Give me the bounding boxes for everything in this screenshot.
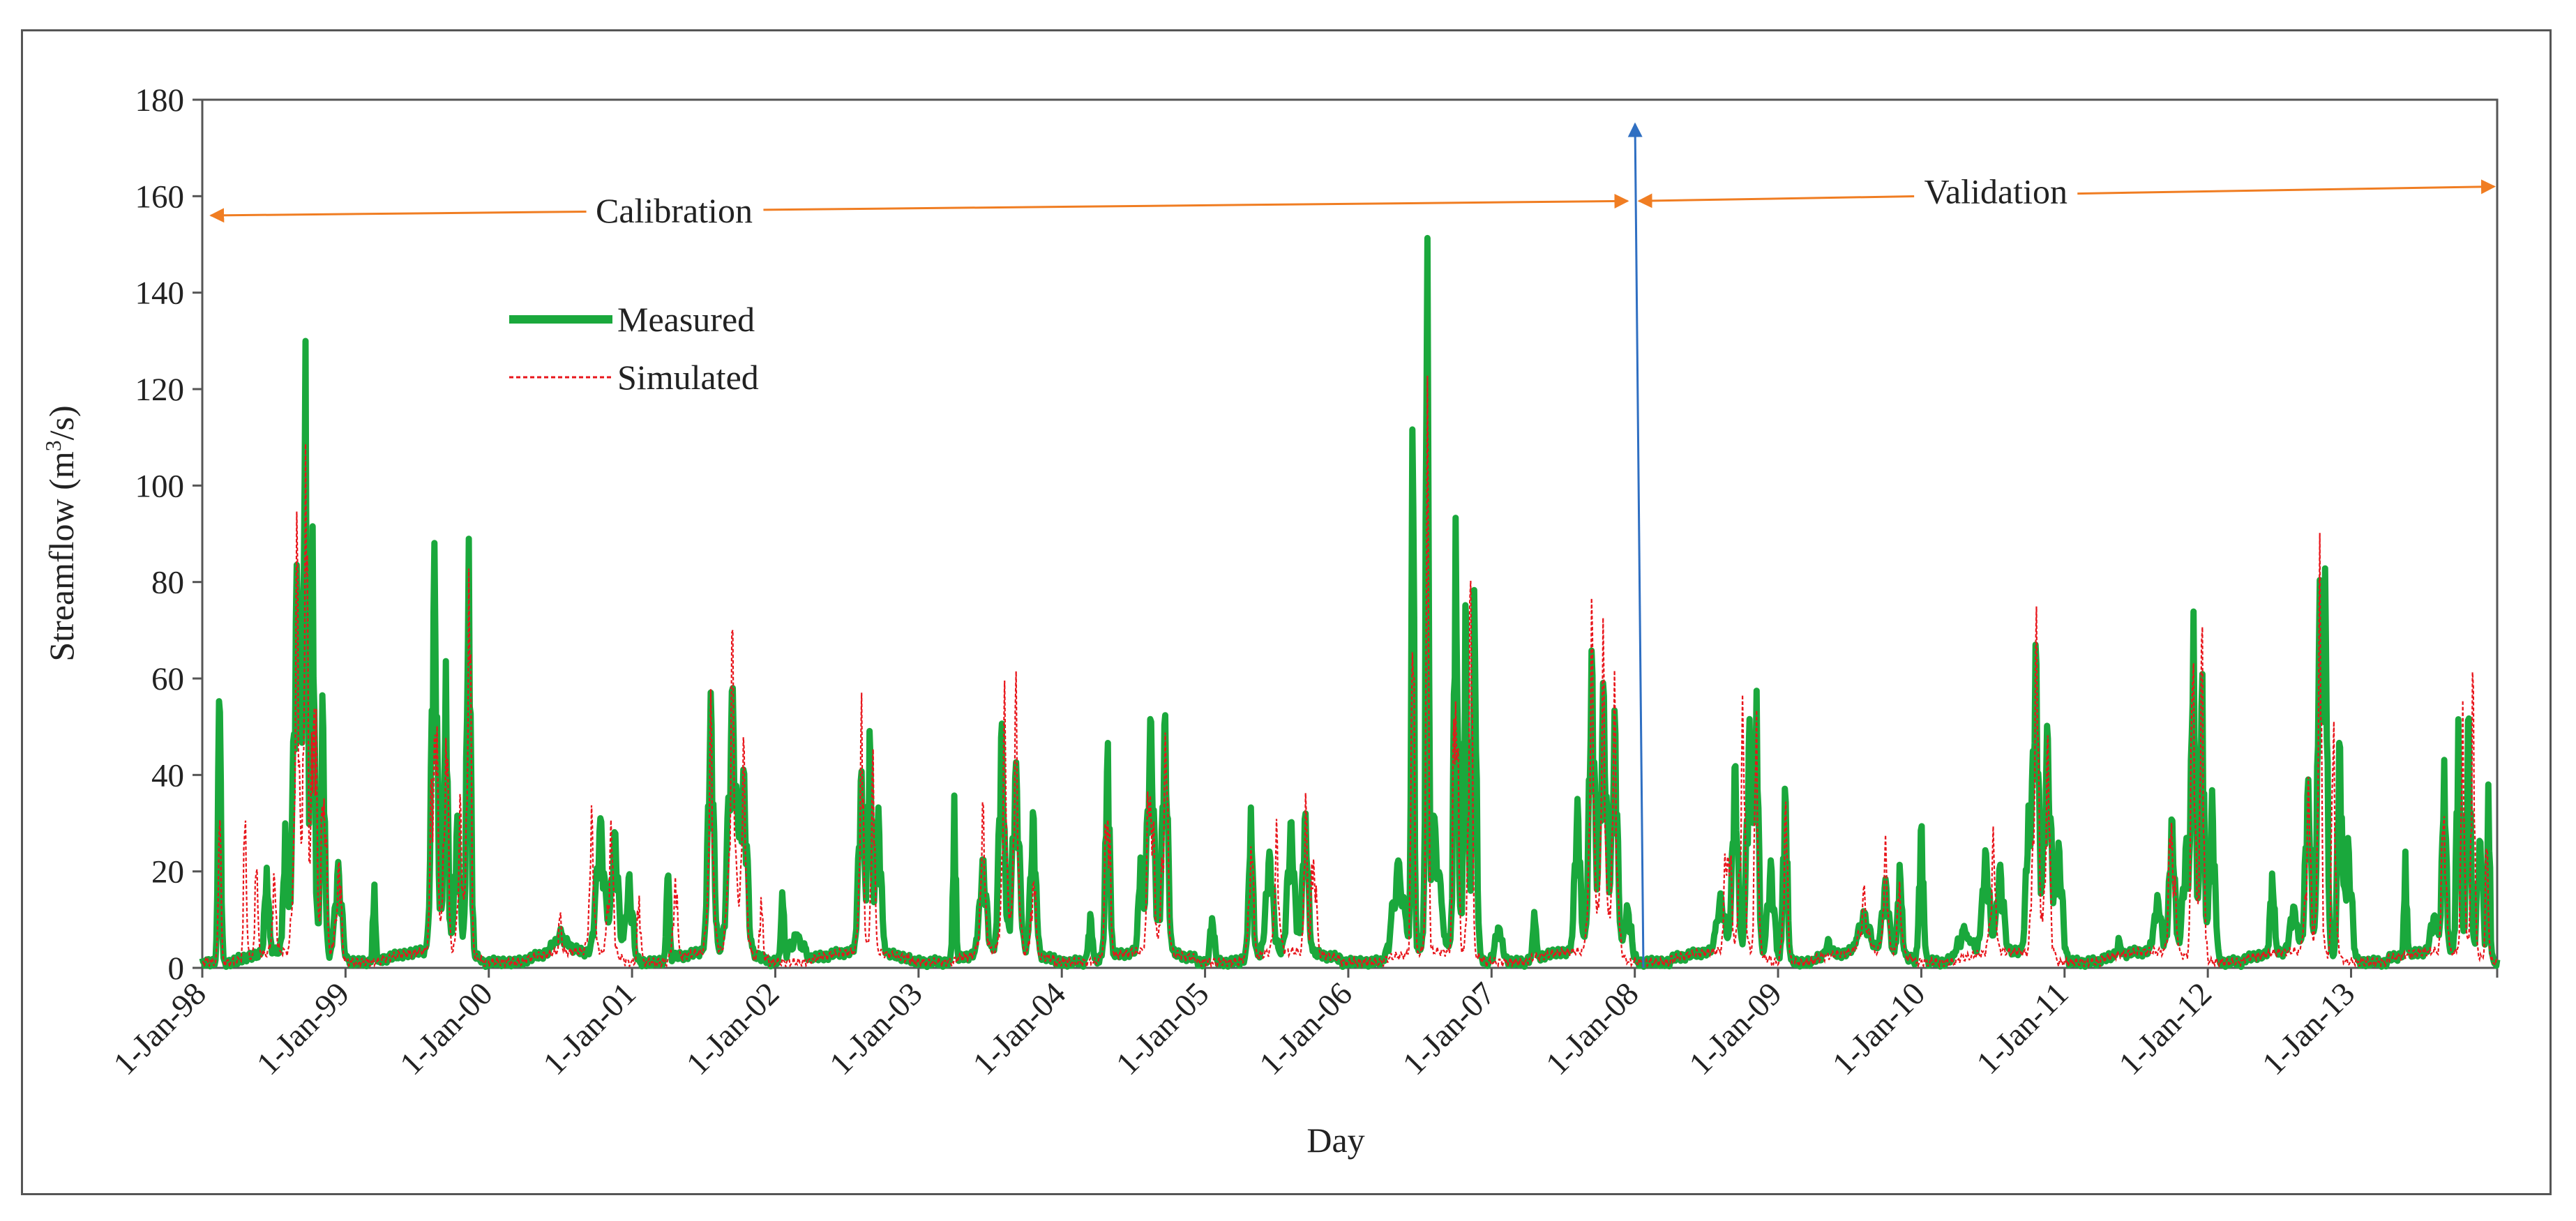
series-simulated-line	[202, 375, 2498, 969]
x-tick-label: 1-Jan-05	[1109, 976, 1216, 1082]
x-tick-label: 1-Jan-09	[1682, 976, 1789, 1082]
validation-arrow-right	[2077, 179, 2496, 195]
x-tick-label: 1-Jan-07	[1396, 976, 1502, 1082]
x-tick-label: 1-Jan-02	[679, 976, 786, 1082]
y-tick-label: 180	[135, 82, 185, 119]
x-axis-ticks: 1-Jan-98 1-Jan-99 1-Jan-00 1-Jan-01 1-Jan-02…	[107, 968, 2499, 1082]
validation-arrow-left	[1637, 193, 1915, 208]
y-axis-title: Streamflow (m3/s)	[40, 405, 81, 661]
series-layer	[199, 234, 2501, 971]
calibration-label: Calibration	[596, 191, 753, 230]
calibration-arrow-right	[763, 193, 1629, 211]
chart-frame	[21, 29, 2552, 1195]
legend-label-simulated: Simulated	[617, 358, 759, 397]
y-tick-label: 80	[151, 565, 184, 601]
calibration-arrow-left	[209, 208, 587, 223]
y-tick-label: 40	[151, 757, 184, 794]
x-tick-label: 1-Jan-00	[393, 976, 499, 1082]
legend: Measured Simulated	[509, 300, 759, 397]
y-axis-ticks: 0 20 40 60 80 100 120 140 160 180	[135, 82, 202, 987]
x-axis-title: Day	[1306, 1121, 1364, 1160]
x-tick-label: 1-Jan-10	[1825, 976, 1932, 1082]
x-tick-label: 1-Jan-99	[250, 976, 356, 1082]
y-tick-label: 20	[151, 854, 184, 890]
y-tick-label: 160	[135, 179, 185, 215]
x-tick-label: 1-Jan-06	[1253, 976, 1359, 1082]
validation-label: Validation	[1924, 172, 2067, 211]
plot-area	[201, 98, 2499, 969]
series-measured-line	[199, 234, 2501, 971]
y-tick-label: 0	[168, 950, 185, 987]
period-divider-arrow	[1627, 122, 1645, 969]
x-tick-label: 1-Jan-98	[107, 976, 213, 1082]
x-tick-label: 1-Jan-13	[2255, 976, 2362, 1082]
x-tick-label: 1-Jan-11	[1970, 976, 2076, 1082]
x-tick-label: 1-Jan-03	[823, 976, 930, 1082]
y-tick-label: 100	[135, 468, 185, 504]
x-tick-label: 1-Jan-01	[536, 976, 643, 1082]
y-tick-label: 60	[151, 661, 184, 697]
y-tick-label: 140	[135, 275, 185, 312]
x-tick-label: 1-Jan-08	[1539, 976, 1645, 1082]
x-tick-label: 1-Jan-12	[2112, 976, 2219, 1082]
legend-label-measured: Measured	[617, 300, 755, 339]
x-tick-label: 1-Jan-04	[966, 976, 1073, 1082]
y-tick-label: 120	[135, 372, 185, 408]
period-annotations: Calibration Validation	[209, 122, 2496, 969]
